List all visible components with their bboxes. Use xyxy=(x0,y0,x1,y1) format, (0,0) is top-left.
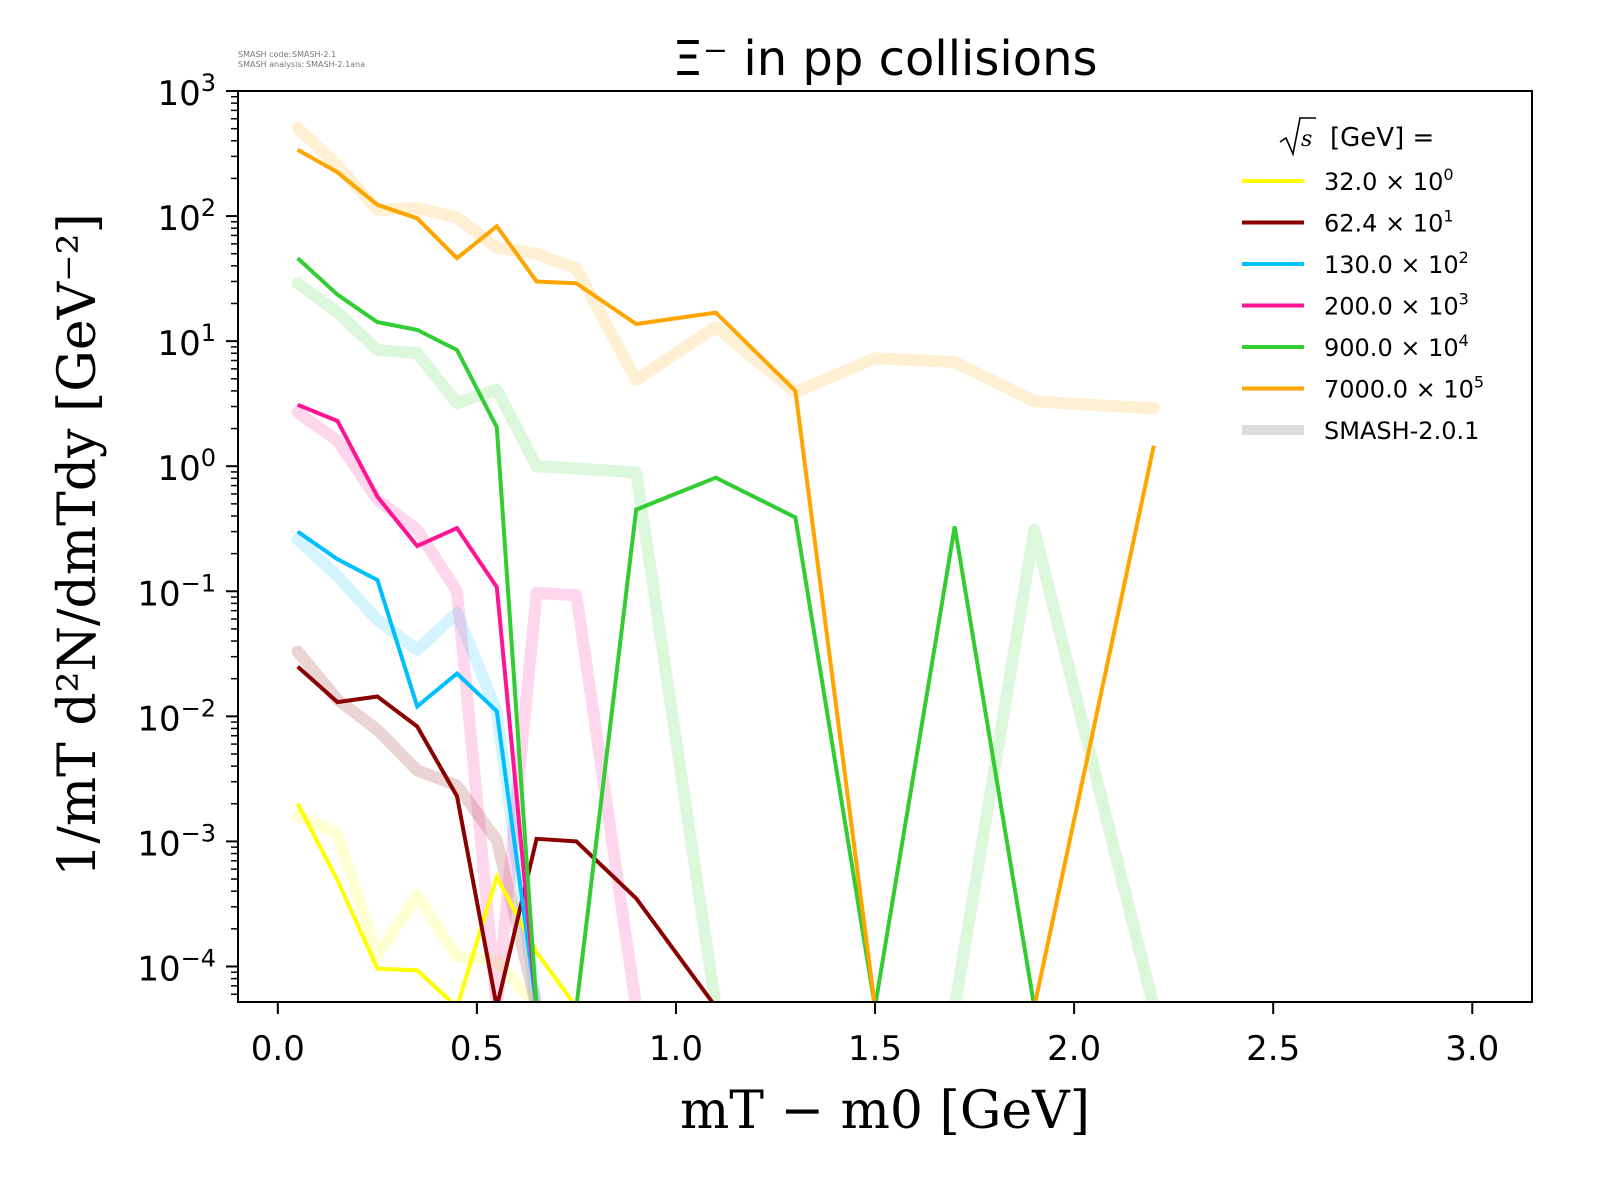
x-tick-label: 1.0 xyxy=(649,1029,703,1069)
series-line-1 xyxy=(296,665,715,1002)
meta-analysis-value: SMASH-2.1ana xyxy=(306,60,365,69)
plot-frame xyxy=(237,90,1533,1003)
legend-label-3: 200.0 × 103 xyxy=(1324,290,1469,321)
x-tick-label: 0.5 xyxy=(450,1029,504,1069)
y-tick-label: 101 xyxy=(157,319,216,364)
x-tick-label: 2.5 xyxy=(1246,1029,1300,1069)
meta-code-label: SMASH code: xyxy=(238,50,291,59)
sqrt-icon xyxy=(1279,117,1316,157)
y-tick-label: 10−2 xyxy=(137,694,216,739)
legend-title-text: [GeV] = xyxy=(1330,123,1434,153)
x-tick-label: 3.0 xyxy=(1445,1029,1499,1069)
meta-analysis-label: SMASH analysis: xyxy=(238,60,304,69)
reference-line-4 xyxy=(291,277,1159,1002)
legend-label-6: SMASH-2.0.1 xyxy=(1324,417,1479,445)
reference-series-layer xyxy=(291,122,1160,1002)
legend: s [GeV] = 32.0 × 100 62.4 × 101 130.0 × 10… xyxy=(1242,117,1484,445)
meta-code-value: SMASH-2.1 xyxy=(292,50,336,59)
legend-label-5: 7000.0 × 105 xyxy=(1324,373,1484,404)
chart-title: Ξ⁻ in pp collisions xyxy=(672,31,1097,87)
y-tick-label: 10−3 xyxy=(137,819,216,864)
y-tick-label: 100 xyxy=(157,444,216,489)
x-axis-label: mT − m0 [GeV] xyxy=(680,1081,1090,1141)
y-axis-label: 1/mT d²N/dmTdy [GeV⁻²] xyxy=(48,213,108,876)
legend-label-0: 32.0 × 100 xyxy=(1324,165,1454,196)
reference-line-3 xyxy=(291,406,642,1002)
legend-title: s [GeV] = xyxy=(1279,117,1434,157)
y-tick-label: 103 xyxy=(157,69,216,114)
series-layer xyxy=(295,148,1156,1002)
legend-label-4: 900.0 × 104 xyxy=(1324,331,1469,362)
legend-label-1: 62.4 × 101 xyxy=(1324,207,1454,238)
series-line-2 xyxy=(296,529,538,1002)
x-tick-label: 2.0 xyxy=(1047,1029,1101,1069)
series-line-5 xyxy=(296,148,1156,1002)
x-tick-label: 1.5 xyxy=(848,1029,902,1069)
y-tick-label: 10−1 xyxy=(137,569,216,614)
legend-title-root: s xyxy=(1301,127,1312,152)
x-tick-label: 0.0 xyxy=(251,1029,305,1069)
y-axis: 103 102 101 100 10−1 10−2 10−3 10−4 xyxy=(137,69,238,995)
x-axis: 0.0 0.5 1.0 1.5 2.0 2.5 3.0 xyxy=(251,1002,1499,1069)
y-tick-label: 10−4 xyxy=(137,944,216,989)
series-line-4 xyxy=(296,256,1036,1002)
reference-line-0 xyxy=(291,809,541,1002)
y-tick-label: 102 xyxy=(157,194,216,239)
legend-label-2: 130.0 × 102 xyxy=(1324,248,1469,279)
